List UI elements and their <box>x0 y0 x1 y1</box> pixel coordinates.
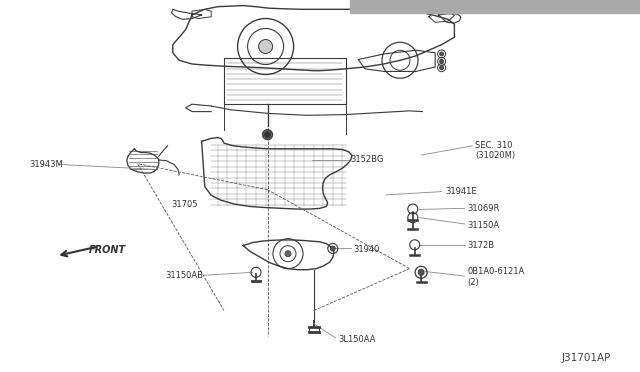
Text: 0B1A0-6121A
(2): 0B1A0-6121A (2) <box>467 267 524 287</box>
Text: 3172B: 3172B <box>467 241 494 250</box>
Text: 31943M: 31943M <box>29 160 63 169</box>
Text: SEC. 310
(31020M): SEC. 310 (31020M) <box>475 141 515 160</box>
Circle shape <box>262 130 273 140</box>
Text: 31705: 31705 <box>172 200 198 209</box>
Text: J31701AP: J31701AP <box>562 353 611 363</box>
Text: 31150AB: 31150AB <box>165 271 203 280</box>
Text: FRONT: FRONT <box>88 245 125 255</box>
Circle shape <box>285 251 291 257</box>
Circle shape <box>418 269 424 275</box>
Text: 31941E: 31941E <box>445 187 476 196</box>
Text: 3L150AA: 3L150AA <box>338 335 376 344</box>
Circle shape <box>259 39 273 54</box>
Text: 31940: 31940 <box>353 245 380 254</box>
Bar <box>350 0 640 13</box>
Text: 31069R: 31069R <box>467 204 500 213</box>
Circle shape <box>440 52 444 56</box>
Circle shape <box>440 60 444 63</box>
Text: 3152BG: 3152BG <box>351 155 384 164</box>
Circle shape <box>330 246 335 251</box>
Circle shape <box>264 132 271 138</box>
Circle shape <box>440 66 444 70</box>
Text: 31150A: 31150A <box>467 221 499 230</box>
